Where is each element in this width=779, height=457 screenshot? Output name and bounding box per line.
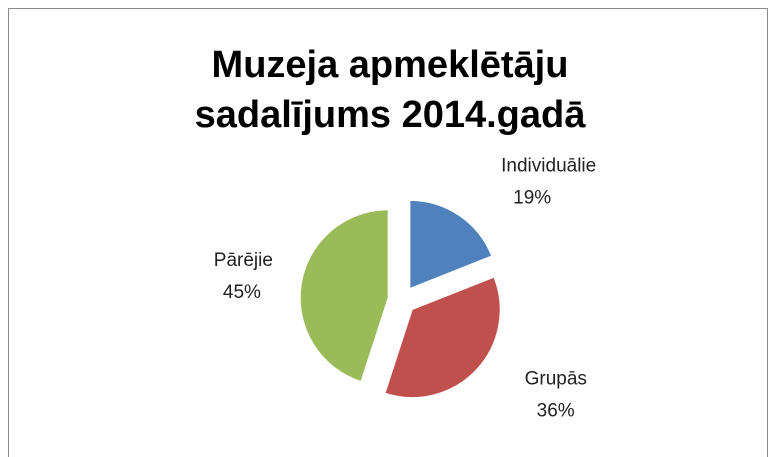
slice-label: Grupās <box>525 368 587 389</box>
slice-value-label: 45% <box>223 282 261 303</box>
slice-value-label: 19% <box>513 188 551 209</box>
slice-label: Individuālie <box>501 156 596 177</box>
slice-value-label: 36% <box>537 400 575 421</box>
chart-title: Muzeja apmeklētāju sadalījums 2014.gadā <box>194 44 586 136</box>
pie-slice <box>409 199 493 290</box>
pie-slice <box>299 209 389 383</box>
pie-slice <box>384 276 501 399</box>
slice-label: Pārējie <box>214 250 273 271</box>
chart-border <box>8 8 768 457</box>
